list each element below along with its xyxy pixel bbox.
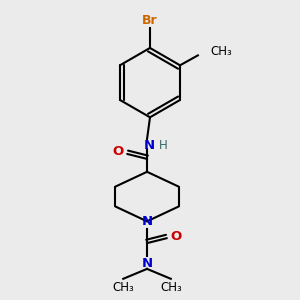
Text: O: O bbox=[170, 230, 182, 243]
Text: Br: Br bbox=[142, 14, 158, 27]
Text: N: N bbox=[142, 257, 153, 270]
Text: O: O bbox=[113, 146, 124, 158]
Text: CH₃: CH₃ bbox=[112, 281, 134, 294]
Text: H: H bbox=[158, 139, 167, 152]
Text: CH₃: CH₃ bbox=[211, 45, 232, 58]
Text: CH₃: CH₃ bbox=[160, 281, 182, 294]
Text: N: N bbox=[143, 139, 155, 152]
Text: N: N bbox=[142, 215, 153, 228]
